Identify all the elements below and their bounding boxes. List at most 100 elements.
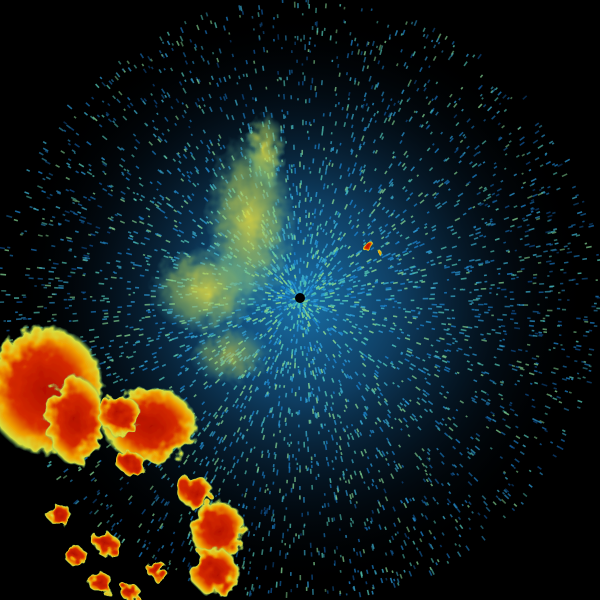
speckle [276,369,279,374]
speckle [66,236,72,240]
speckle [336,211,340,216]
speckle [435,562,438,566]
speckle [116,212,123,217]
speckle [340,284,344,287]
speckle [521,172,524,175]
speckle [182,52,187,58]
speckle [433,520,437,524]
speckle [82,274,86,277]
speckle [110,276,117,279]
speckle [243,415,247,420]
speckle [473,152,479,157]
speckle [212,474,217,480]
speckle [261,427,265,434]
speckle [49,301,55,304]
speckle [443,349,448,353]
speckle [457,347,463,351]
speckle [556,187,561,191]
speckle [462,288,466,291]
speckle [109,226,115,230]
speckle [381,568,385,573]
speckle [481,140,487,145]
speckle [305,291,309,295]
speckle [193,394,197,398]
speckle [308,419,311,424]
speckle [491,115,496,120]
speckle [548,255,552,258]
speckle [407,434,411,438]
speckle [353,204,357,209]
speckle [306,261,309,268]
speckle [44,150,49,154]
speckle [435,37,440,43]
speckle [279,334,282,338]
speckle [272,329,278,336]
speckle [147,65,151,69]
speckle [155,206,161,211]
speckle [113,315,119,318]
speckle [392,306,395,309]
speckle [372,311,377,314]
speckle [561,308,567,311]
speckle [333,246,339,253]
speckle [352,575,355,581]
speckle [293,334,296,338]
speckle [359,473,364,479]
speckle [274,384,277,387]
speckle [487,309,491,311]
speckle [210,75,214,81]
speckle [498,136,502,140]
speckle [412,317,417,320]
speckle [242,514,245,517]
speckle [509,318,514,321]
speckle [108,184,113,189]
speckle [272,562,275,568]
speckle [258,5,261,11]
speckle [396,578,400,583]
speckle [74,500,80,505]
speckle [355,262,360,266]
speckle [140,242,146,246]
speckle [74,230,79,233]
speckle [187,577,191,582]
speckle [266,379,270,384]
speckle [239,390,244,397]
speckle [503,411,510,416]
speckle [151,513,155,517]
speckle [276,14,279,19]
speckle [232,403,236,408]
speckle [462,212,467,216]
speckle [582,334,588,337]
speckle [62,213,66,217]
speckle [392,209,396,213]
speckle [28,277,34,280]
speckle [154,360,159,364]
speckle [291,412,293,417]
speckle [398,269,403,273]
speckle [308,4,311,9]
speckle [377,184,383,190]
speckle [276,321,282,327]
speckle [380,305,386,307]
speckle [407,536,410,540]
speckle [417,368,424,373]
speckle [421,280,426,283]
speckle [475,432,481,438]
speckle [533,273,538,276]
speckle [487,106,493,112]
speckle [464,266,469,270]
speckle [69,248,73,251]
speckle [122,538,126,542]
speckle [274,314,280,319]
speckle [305,222,308,227]
speckle [435,192,440,196]
speckle [262,434,266,441]
speckle [478,303,484,306]
speckle [316,373,319,377]
speckle [349,32,352,36]
speckle [49,193,53,197]
speckle [305,357,308,361]
speckle [331,365,335,369]
speckle [290,264,294,270]
speckle [274,373,278,380]
